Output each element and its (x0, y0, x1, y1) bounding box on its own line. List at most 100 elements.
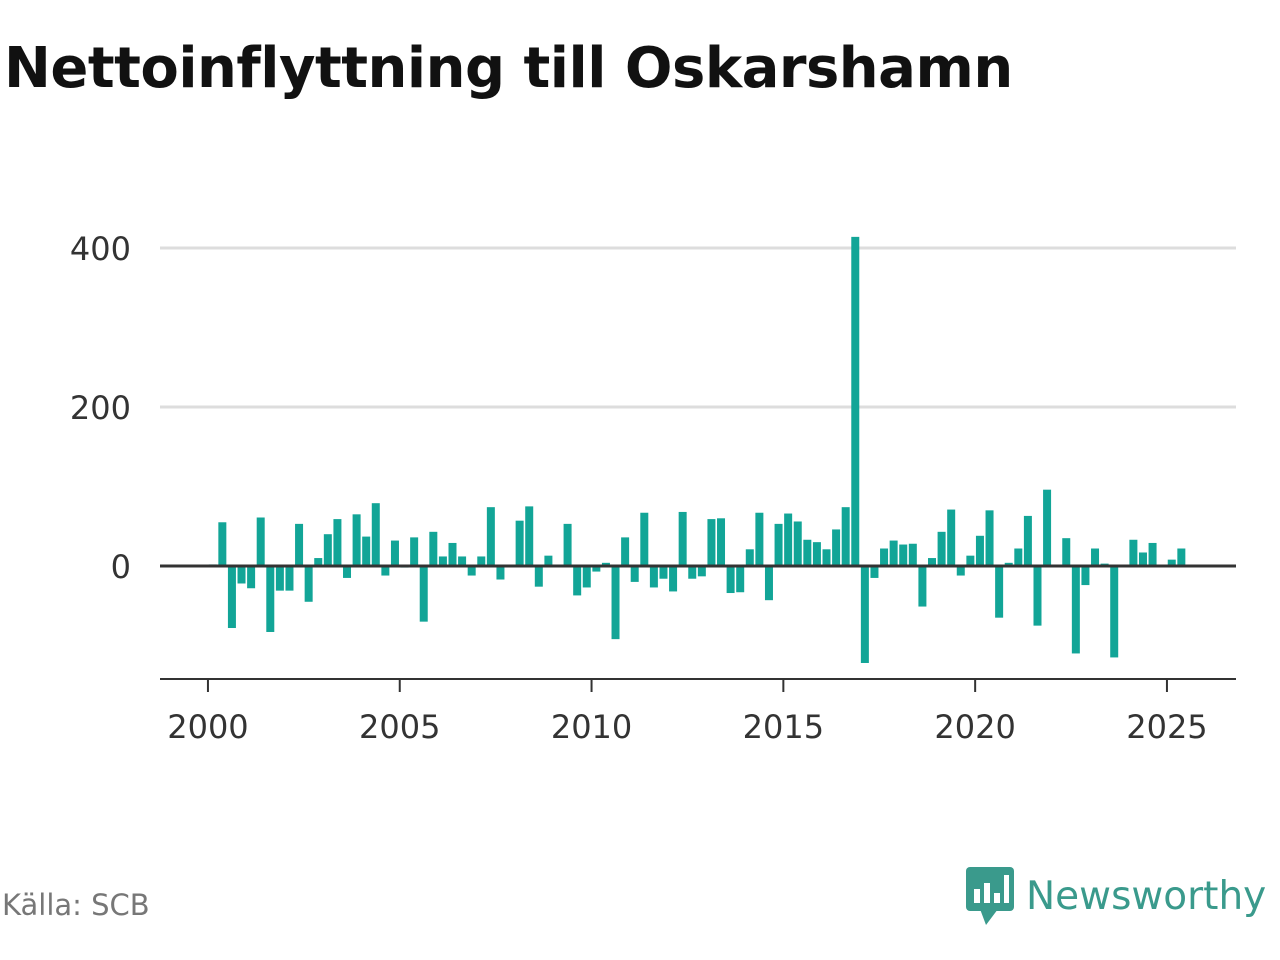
chart-title: Nettoinflyttning till Oskarshamn (4, 36, 1013, 101)
bar (764, 566, 773, 601)
bar (860, 566, 869, 663)
bar (870, 566, 879, 578)
axes (160, 564, 1236, 692)
bar (438, 556, 447, 566)
bar (812, 542, 821, 566)
bar (621, 537, 630, 566)
bar (429, 531, 438, 567)
bar (266, 566, 275, 632)
bar (774, 523, 783, 567)
bar (726, 566, 735, 594)
brand-logo: Newsworthy (964, 864, 1266, 928)
bar (1043, 489, 1052, 566)
bar (755, 512, 764, 567)
bar (227, 566, 236, 629)
bar (573, 566, 582, 596)
bar (937, 531, 946, 567)
newsworthy-logo-icon (966, 867, 1014, 925)
bar (352, 514, 361, 567)
x-tick-label: 2005 (359, 708, 440, 746)
bar (611, 566, 620, 640)
bar (649, 566, 658, 588)
bar (1110, 566, 1119, 658)
bar (477, 556, 486, 566)
x-tick-label: 2000 (167, 708, 248, 746)
bar (371, 503, 380, 566)
bar (525, 506, 534, 567)
bar (323, 534, 332, 566)
bar (630, 566, 639, 582)
bar (419, 566, 428, 622)
bar (851, 236, 860, 566)
bar (275, 566, 284, 591)
bar (947, 509, 956, 567)
bar (256, 517, 265, 566)
bar (410, 537, 419, 566)
bar (688, 566, 697, 579)
x-tick-label: 2025 (1126, 708, 1207, 746)
bar (975, 535, 984, 566)
grid-lines (160, 246, 1236, 409)
bar (496, 566, 505, 580)
bar (640, 512, 649, 567)
bar (1014, 548, 1023, 566)
bar (1033, 566, 1042, 626)
bar (784, 513, 793, 566)
bar (1023, 515, 1032, 566)
bar (697, 566, 706, 577)
bar (486, 507, 495, 566)
bar (745, 549, 754, 566)
x-tick-label: 2010 (551, 708, 632, 746)
bar-chart: 0 200 400 2000 2005 2010 2015 2020 2025 (70, 230, 1236, 746)
bar (237, 566, 246, 584)
bar (515, 520, 524, 566)
bar (832, 529, 841, 566)
bar (1091, 548, 1100, 566)
bar (314, 558, 323, 566)
bar (285, 566, 294, 591)
bar (928, 558, 936, 566)
bar (467, 566, 476, 576)
y-tick-label: 400 (70, 230, 131, 268)
bar (458, 556, 467, 566)
bar (1177, 548, 1186, 566)
bar (1129, 539, 1138, 566)
x-tick-labels: 2000 2005 2010 2015 2020 2025 (167, 708, 1207, 746)
bar (880, 548, 889, 566)
bar (247, 566, 256, 589)
bar (1167, 559, 1176, 566)
bar (304, 566, 313, 602)
bar (362, 536, 371, 567)
x-tick-label: 2020 (934, 708, 1015, 746)
brand-name: Newsworthy (1026, 873, 1267, 919)
bar (333, 519, 342, 567)
bar (889, 540, 898, 566)
bar (448, 542, 457, 566)
bars (208, 236, 1186, 663)
source-label: Källa: SCB (2, 888, 150, 922)
bar (544, 555, 553, 566)
bar (1004, 562, 1013, 566)
bar (995, 566, 1004, 618)
bar (966, 555, 975, 566)
bar (985, 510, 994, 566)
bar (669, 566, 678, 592)
bar (534, 566, 543, 587)
bar (582, 566, 591, 588)
bar (956, 566, 965, 576)
bar (1062, 538, 1071, 566)
bar (678, 511, 687, 566)
bar (793, 521, 802, 566)
bar (1148, 542, 1157, 566)
bar (1081, 566, 1090, 586)
bar (592, 566, 601, 572)
bar (343, 566, 352, 578)
bar (295, 523, 304, 567)
bar (381, 566, 390, 576)
bar (601, 562, 610, 566)
bar (899, 544, 908, 566)
bar (390, 540, 399, 566)
bar (563, 523, 572, 567)
y-tick-label: 200 (70, 389, 131, 427)
bar (736, 566, 745, 593)
